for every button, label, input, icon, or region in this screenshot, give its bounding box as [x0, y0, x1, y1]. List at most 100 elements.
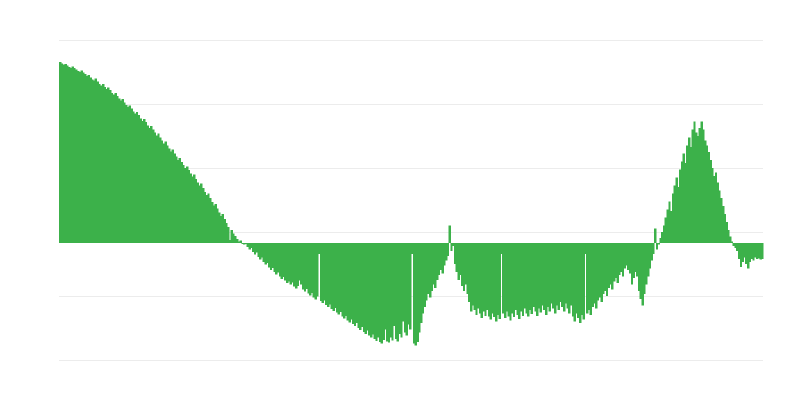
- bar: [620, 243, 623, 272]
- bar: [60, 63, 64, 244]
- bar: [736, 243, 739, 251]
- bar: [646, 243, 650, 277]
- bar: [727, 230, 730, 243]
- bar: [564, 243, 568, 304]
- bar: [730, 241, 734, 243]
- bar: [486, 243, 489, 311]
- bar: [350, 243, 353, 320]
- bar: [284, 243, 287, 281]
- bar: [519, 243, 523, 312]
- bar: [160, 140, 164, 243]
- bar: [750, 243, 753, 259]
- bar: [721, 206, 725, 243]
- bar: [693, 121, 696, 243]
- bar: [166, 145, 169, 243]
- bar: [464, 243, 467, 285]
- bar: [82, 72, 85, 243]
- bar: [700, 121, 703, 243]
- bar: [355, 243, 358, 323]
- bar: [218, 212, 221, 243]
- bar: [632, 243, 635, 279]
- bar: [276, 243, 280, 273]
- bar: [287, 243, 291, 282]
- bar: [654, 228, 657, 243]
- bar: [71, 66, 74, 243]
- bar: [616, 243, 619, 283]
- bar: [114, 92, 117, 243]
- bar: [546, 243, 550, 307]
- bar: [645, 243, 648, 285]
- bar: [586, 243, 589, 314]
- bar: [368, 243, 371, 336]
- bar: [571, 243, 575, 317]
- bar: [446, 243, 450, 256]
- bar: [246, 243, 249, 247]
- bar: [121, 99, 124, 243]
- bar: [362, 243, 366, 332]
- bar: [623, 243, 627, 269]
- bar: [405, 243, 409, 336]
- bar: [128, 105, 132, 243]
- bar: [307, 243, 310, 294]
- bar: [443, 243, 446, 266]
- bar: [193, 174, 196, 243]
- bar: [271, 243, 275, 268]
- bar: [707, 151, 710, 243]
- bar: [725, 222, 728, 243]
- bar: [502, 243, 505, 314]
- bar: [262, 243, 266, 263]
- bar: [134, 113, 137, 243]
- bar: [748, 243, 752, 263]
- bar: [423, 243, 426, 307]
- bar: [670, 211, 673, 243]
- bar: [341, 243, 344, 317]
- bar: [219, 215, 223, 243]
- bar: [200, 183, 203, 243]
- bar: [182, 165, 185, 243]
- bar: [135, 111, 139, 244]
- bar: [169, 151, 173, 243]
- bar: [125, 104, 128, 244]
- bar: [159, 137, 162, 243]
- bar: [382, 243, 385, 341]
- bar: [300, 243, 303, 285]
- bar: [62, 64, 65, 244]
- bar: [659, 238, 662, 243]
- bar: [248, 243, 251, 250]
- bar: [69, 68, 73, 243]
- bar: [96, 81, 99, 243]
- bar: [346, 243, 350, 321]
- bar: [595, 243, 598, 309]
- bar: [607, 243, 610, 288]
- bar: [100, 85, 103, 244]
- bar: [294, 243, 298, 289]
- bar: [459, 243, 462, 275]
- bar: [589, 243, 593, 315]
- bar: [662, 225, 666, 243]
- bar: [666, 209, 669, 243]
- bar: [109, 90, 112, 243]
- bar: [705, 145, 709, 243]
- bar: [348, 243, 351, 323]
- bar: [682, 153, 685, 243]
- bar: [403, 243, 407, 333]
- bar: [412, 243, 416, 344]
- bar: [334, 243, 337, 309]
- bar: [266, 243, 269, 263]
- bar: [289, 243, 292, 285]
- bar: [636, 243, 639, 277]
- bar: [512, 243, 516, 318]
- bar: [223, 219, 226, 243]
- bar: [448, 225, 451, 243]
- bar: [543, 243, 546, 311]
- bar: [76, 71, 80, 243]
- bar: [225, 223, 228, 243]
- bar: [167, 148, 171, 243]
- bar: [98, 83, 101, 243]
- bar: [314, 243, 317, 300]
- bar: [255, 243, 258, 253]
- bar: [743, 243, 746, 258]
- bar: [521, 243, 525, 316]
- bar: [335, 243, 339, 313]
- bar: [137, 115, 141, 243]
